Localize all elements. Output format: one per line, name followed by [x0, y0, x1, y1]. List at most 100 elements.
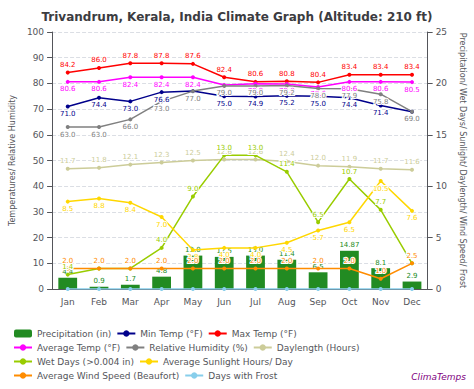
- svg-text:80.6: 80.6: [60, 85, 76, 93]
- svg-text:Feb: Feb: [91, 297, 107, 307]
- svg-text:Precipitation (in): Precipitation (in): [37, 329, 111, 339]
- svg-text:77.0: 77.0: [185, 95, 201, 103]
- svg-text:13.0: 13.0: [248, 144, 264, 152]
- svg-text:73.0: 73.0: [154, 105, 170, 113]
- svg-text:2.0: 2.0: [250, 257, 261, 265]
- svg-text:2.0: 2.0: [313, 257, 324, 265]
- svg-text:40: 40: [33, 181, 45, 191]
- svg-text:75.0: 75.0: [310, 100, 326, 108]
- svg-text:74.4: 74.4: [342, 101, 358, 109]
- svg-text:Wet Days (>0.004 in): Wet Days (>0.004 in): [37, 357, 134, 367]
- svg-text:80.4: 80.4: [310, 71, 326, 79]
- svg-text:0.9: 0.9: [93, 277, 104, 285]
- svg-text:May: May: [184, 297, 203, 307]
- svg-text:Apr: Apr: [154, 297, 170, 307]
- svg-text:80.6: 80.6: [373, 85, 389, 93]
- svg-text:0: 0: [436, 284, 442, 294]
- svg-text:2.0: 2.0: [93, 257, 104, 265]
- svg-text:2.0: 2.0: [125, 257, 136, 265]
- svg-text:60: 60: [33, 130, 45, 140]
- svg-text:2.0: 2.0: [156, 257, 167, 265]
- svg-text:Min Temp (°F): Min Temp (°F): [140, 329, 202, 339]
- svg-text:Sep: Sep: [310, 297, 327, 307]
- svg-text:Jan: Jan: [60, 297, 75, 307]
- svg-text:5.7: 5.7: [313, 234, 324, 242]
- svg-text:Jun: Jun: [216, 297, 231, 307]
- svg-text:2.0: 2.0: [187, 257, 198, 265]
- svg-text:71.0: 71.0: [60, 110, 76, 118]
- svg-text:2.5: 2.5: [406, 252, 417, 260]
- svg-text:75.2: 75.2: [279, 99, 295, 107]
- svg-text:74.4: 74.4: [91, 101, 107, 109]
- svg-text:Oct: Oct: [342, 297, 358, 307]
- svg-text:2.0: 2.0: [93, 257, 104, 265]
- svg-text:10: 10: [33, 258, 45, 268]
- svg-text:69.0: 69.0: [404, 115, 420, 123]
- svg-text:11.6: 11.6: [404, 158, 420, 166]
- svg-text:74.9: 74.9: [248, 100, 264, 108]
- svg-text:79.0: 79.0: [216, 89, 232, 97]
- svg-text:12.5: 12.5: [185, 149, 201, 157]
- svg-text:63.0: 63.0: [60, 131, 76, 139]
- svg-text:86.0: 86.0: [91, 56, 107, 64]
- svg-text:10.7: 10.7: [342, 168, 358, 176]
- svg-text:75.8: 75.8: [373, 98, 389, 106]
- svg-text:79.2: 79.2: [279, 89, 295, 97]
- svg-text:Nov: Nov: [372, 297, 390, 307]
- svg-text:14.87: 14.87: [339, 241, 359, 249]
- svg-text:2.0: 2.0: [281, 257, 292, 265]
- svg-text:Average Sunlight Hours/ Day: Average Sunlight Hours/ Day: [163, 357, 293, 367]
- svg-text:11.7: 11.7: [60, 157, 76, 165]
- svg-text:75.0: 75.0: [216, 100, 232, 108]
- svg-text:Daylength (Hours): Daylength (Hours): [277, 343, 360, 353]
- svg-text:80.6: 80.6: [248, 70, 264, 78]
- svg-text:77.9: 77.9: [342, 92, 358, 100]
- svg-text:ClimaTemps: ClimaTemps: [411, 372, 466, 382]
- svg-text:8.1: 8.1: [375, 259, 386, 267]
- svg-text:79.0: 79.0: [248, 89, 264, 97]
- svg-text:2.0: 2.0: [62, 257, 73, 265]
- svg-text:Precipitation/ Wet Days/ Sunli: Precipitation/ Wet Days/ Sunlight/ Dayle…: [458, 33, 467, 289]
- svg-text:13.0: 13.0: [216, 144, 232, 152]
- svg-text:10: 10: [436, 181, 448, 191]
- svg-text:11.8: 11.8: [91, 156, 107, 164]
- svg-text:15: 15: [436, 130, 447, 140]
- svg-text:11.9: 11.9: [342, 155, 358, 163]
- svg-text:83.4: 83.4: [404, 63, 420, 71]
- svg-text:Jul: Jul: [249, 297, 261, 307]
- svg-text:12.3: 12.3: [154, 151, 170, 159]
- svg-text:2.5: 2.5: [406, 252, 417, 260]
- svg-text:Average Temp (°F): Average Temp (°F): [37, 343, 120, 353]
- svg-text:4.0: 4.0: [156, 236, 167, 244]
- svg-text:25: 25: [436, 27, 447, 37]
- svg-text:80.5: 80.5: [404, 86, 420, 94]
- svg-text:87.8: 87.8: [154, 52, 170, 60]
- svg-text:4.5: 4.5: [281, 246, 292, 254]
- svg-text:Temperatures/ Relative Humidit: Temperatures/ Relative Humidity: [8, 95, 17, 227]
- svg-text:11.7: 11.7: [373, 157, 389, 165]
- svg-text:2.9: 2.9: [406, 272, 417, 280]
- svg-text:Max Temp (°F): Max Temp (°F): [232, 329, 297, 339]
- svg-text:Days with Frost: Days with Frost: [208, 371, 277, 381]
- svg-text:87.8: 87.8: [123, 52, 139, 60]
- svg-text:83.4: 83.4: [373, 63, 389, 71]
- svg-text:8.4: 8.4: [125, 206, 137, 214]
- svg-text:1.0: 1.0: [375, 267, 386, 275]
- svg-text:1.7: 1.7: [125, 275, 136, 283]
- svg-text:12.1: 12.1: [123, 153, 139, 161]
- svg-text:100: 100: [27, 27, 44, 37]
- svg-text:7.7: 7.7: [375, 198, 386, 206]
- svg-text:2.0: 2.0: [125, 257, 136, 265]
- svg-text:7.6: 7.6: [406, 214, 418, 222]
- svg-text:9.0: 9.0: [187, 185, 198, 193]
- svg-text:Relative Humidity (%): Relative Humidity (%): [149, 343, 247, 353]
- svg-text:69.0: 69.0: [404, 115, 420, 123]
- svg-text:63.0: 63.0: [91, 131, 107, 139]
- svg-text:77.0: 77.0: [185, 95, 201, 103]
- svg-text:20: 20: [436, 78, 448, 88]
- svg-text:Average Wind Speed (Beaufort): Average Wind Speed (Beaufort): [37, 371, 179, 381]
- svg-text:12.0: 12.0: [310, 154, 326, 162]
- svg-text:78.0: 78.0: [310, 92, 326, 100]
- svg-text:73.0: 73.0: [123, 105, 139, 113]
- svg-text:12.4: 12.4: [279, 150, 295, 158]
